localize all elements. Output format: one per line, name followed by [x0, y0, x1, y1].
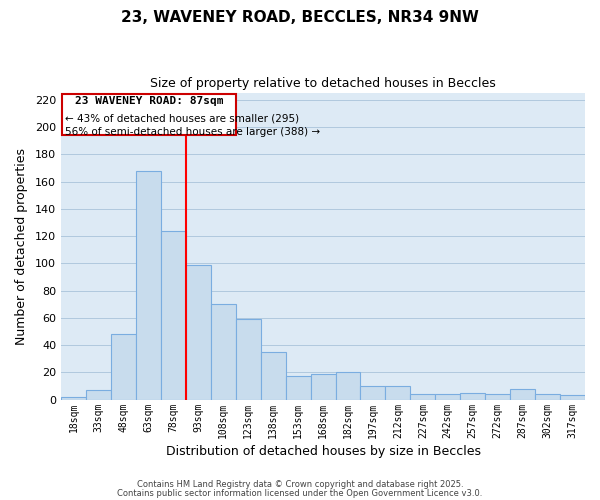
Bar [186, 264, 211, 400]
Bar [510, 388, 535, 400]
Bar [335, 372, 361, 400]
Bar [410, 394, 436, 400]
Text: 56% of semi-detached houses are larger (388) →: 56% of semi-detached houses are larger (… [65, 127, 320, 137]
Bar [385, 386, 410, 400]
Bar [86, 390, 111, 400]
Bar [111, 334, 136, 400]
Y-axis label: Number of detached properties: Number of detached properties [15, 148, 28, 345]
Bar [560, 396, 585, 400]
FancyBboxPatch shape [62, 94, 236, 136]
X-axis label: Distribution of detached houses by size in Beccles: Distribution of detached houses by size … [166, 444, 481, 458]
Text: 23, WAVENEY ROAD, BECCLES, NR34 9NW: 23, WAVENEY ROAD, BECCLES, NR34 9NW [121, 10, 479, 25]
Bar [436, 394, 460, 400]
Bar [211, 304, 236, 400]
Bar [161, 230, 186, 400]
Bar [361, 386, 385, 400]
Bar [260, 352, 286, 400]
Bar [286, 376, 311, 400]
Text: ← 43% of detached houses are smaller (295): ← 43% of detached houses are smaller (29… [65, 114, 299, 124]
Text: Contains HM Land Registry data © Crown copyright and database right 2025.: Contains HM Land Registry data © Crown c… [137, 480, 463, 489]
Text: 23 WAVENEY ROAD: 87sqm: 23 WAVENEY ROAD: 87sqm [75, 96, 223, 106]
Bar [485, 394, 510, 400]
Bar [311, 374, 335, 400]
Bar [460, 392, 485, 400]
Bar [236, 319, 260, 400]
Title: Size of property relative to detached houses in Beccles: Size of property relative to detached ho… [150, 78, 496, 90]
Text: Contains public sector information licensed under the Open Government Licence v3: Contains public sector information licen… [118, 488, 482, 498]
Bar [535, 394, 560, 400]
Bar [136, 170, 161, 400]
Bar [61, 397, 86, 400]
